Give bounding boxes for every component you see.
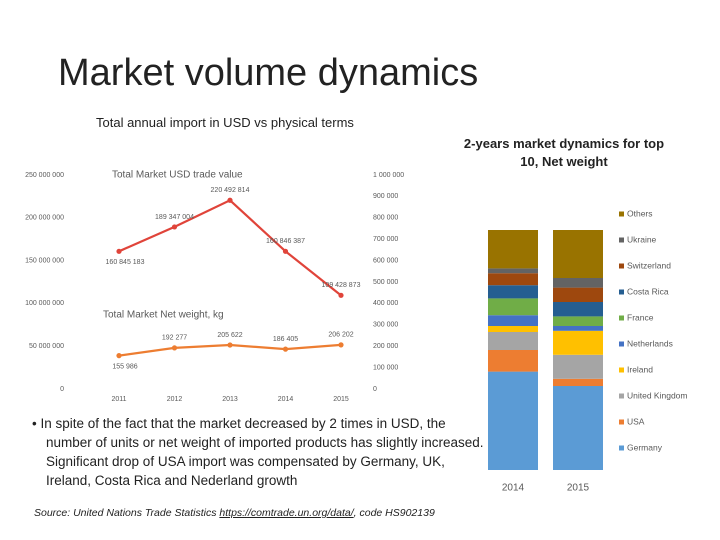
legend-swatch (619, 315, 624, 321)
bar-segment (553, 378, 603, 386)
value-label: 206 202 (328, 332, 353, 339)
bar-segment (488, 350, 538, 372)
point (338, 342, 344, 348)
x-tick-label: 2015 (567, 483, 590, 494)
y2-tick-label: 900 000 (373, 193, 398, 200)
bar-segment (553, 302, 603, 317)
point (282, 248, 289, 254)
bar-segment (488, 273, 538, 286)
y2-tick-label: 700 000 (373, 236, 398, 243)
bar-segment (553, 316, 603, 326)
y2-tick-label: 500 000 (373, 279, 398, 286)
y-tick-label: 50 000 000 (29, 343, 64, 350)
legend-swatch (619, 211, 624, 217)
source-link[interactable]: https://comtrade.un.org/data/ (219, 507, 354, 519)
y2-tick-label: 100 000 (373, 364, 398, 371)
bar-segment (488, 332, 538, 350)
point (116, 248, 122, 254)
y2-tick-label: 300 000 (373, 322, 398, 329)
series-name: Total Market USD trade value (112, 170, 243, 181)
source-prefix: Source: United Nations Trade Statistics (34, 507, 220, 519)
bullet-text: • In spite of the fact that the market d… (32, 416, 484, 488)
value-label: 155 986 (112, 363, 137, 370)
value-label: 189 347 004 (155, 214, 194, 221)
bar-segment (488, 230, 538, 269)
bar-segment (553, 230, 603, 278)
x-tick-label: 2012 (167, 396, 183, 403)
y2-tick-label: 400 000 (373, 300, 398, 307)
value-label: 186 405 (273, 336, 298, 343)
point (282, 346, 289, 352)
slide-subtitle: Total annual import in USD vs physical t… (96, 115, 354, 130)
y-tick-label: 200 000 000 (25, 215, 64, 222)
point (338, 292, 344, 298)
bar-segment (553, 354, 603, 379)
bar-segment (488, 268, 538, 274)
legend-swatch (619, 263, 624, 269)
series-name: Total Market Net weight, kg (103, 310, 224, 321)
legend-label: USA (627, 416, 645, 426)
y2-tick-label: 1 000 000 (373, 172, 404, 179)
legend-label: Switzerland (627, 260, 671, 270)
legend-label: Costa Rica (627, 286, 669, 296)
y2-tick-label: 600 000 (373, 257, 398, 264)
legend-label: Ukraine (627, 234, 657, 244)
x-tick-label: 2015 (333, 396, 349, 403)
legend-label: Germany (627, 442, 663, 452)
bar-segment (553, 326, 603, 331)
bar-segment (553, 330, 603, 355)
source-suffix: , code HS902139 (353, 507, 435, 519)
point (171, 224, 178, 230)
y-tick-label: 0 (60, 386, 64, 393)
value-label: 160 845 183 (106, 259, 145, 266)
point (227, 197, 233, 203)
y2-tick-label: 200 000 (373, 343, 398, 350)
bar-segment (488, 315, 538, 326)
series-line (118, 198, 342, 297)
y-tick-label: 150 000 000 (25, 257, 64, 264)
x-tick-label: 2011 (111, 396, 126, 403)
x-tick-label: 2013 (222, 396, 238, 403)
bar-segment (488, 326, 538, 332)
bar-segment (553, 287, 603, 302)
bar-segment (553, 386, 603, 470)
legend-label: Netherlands (627, 338, 673, 348)
legend-label: United Kingdom (627, 390, 687, 400)
legend-swatch (619, 445, 624, 451)
x-tick-label: 2014 (278, 396, 294, 403)
value-label: 109 428 873 (322, 282, 361, 289)
bar-segment (553, 278, 603, 288)
y-tick-label: 250 000 000 (25, 172, 64, 179)
chart-title: 2-years market dynamics for top 10, Net w… (464, 136, 664, 169)
point (116, 353, 122, 359)
point (171, 345, 178, 351)
legend-swatch (619, 419, 624, 425)
legend-label: France (627, 312, 654, 322)
source: Source: United Nations Trade Statistics … (34, 507, 435, 519)
value-label: 220 492 814 (211, 187, 250, 194)
legend-swatch (619, 237, 624, 243)
legend-label: Others (627, 208, 653, 218)
legend-swatch (619, 341, 624, 347)
x-tick-label: 2014 (502, 483, 525, 494)
value-label: 205 622 (217, 332, 242, 339)
value-label: 192 277 (162, 335, 187, 342)
slide-title: Market volume dynamics (58, 52, 479, 94)
bar-segment (488, 285, 538, 299)
y-tick-label: 100 000 000 (25, 300, 64, 307)
point (227, 342, 233, 348)
legend-swatch (619, 393, 624, 399)
value-label: 160 846 387 (266, 238, 305, 245)
bar-segment (488, 371, 538, 470)
y2-tick-label: 0 (373, 386, 377, 393)
y2-tick-label: 800 000 (373, 215, 398, 222)
legend-swatch (619, 367, 624, 373)
legend-swatch (619, 289, 624, 295)
bar-segment (488, 298, 538, 316)
legend-label: Ireland (627, 364, 653, 374)
bullet-body: In spite of the fact that the market dec… (40, 416, 484, 488)
